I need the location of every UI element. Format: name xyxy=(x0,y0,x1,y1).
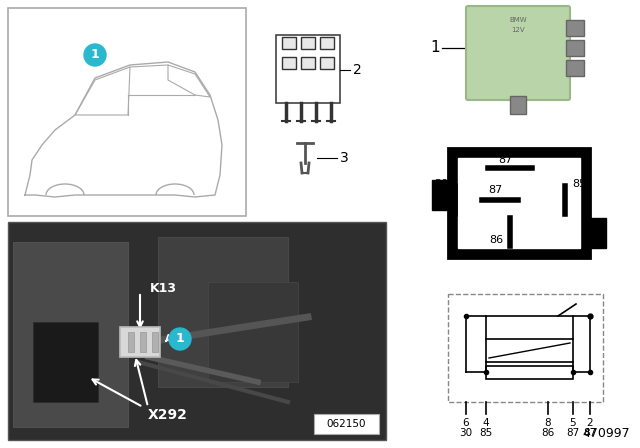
Text: 6: 6 xyxy=(463,418,469,428)
Bar xyxy=(314,414,379,434)
Text: 87: 87 xyxy=(584,428,596,438)
Bar xyxy=(320,57,334,69)
Text: 30: 30 xyxy=(434,179,448,189)
Bar xyxy=(486,339,573,362)
Bar xyxy=(128,332,134,352)
Text: 8: 8 xyxy=(545,418,551,428)
Text: 5: 5 xyxy=(570,418,576,428)
Text: K13: K13 xyxy=(150,283,177,296)
Bar xyxy=(208,282,298,382)
Bar xyxy=(566,60,584,76)
Text: 2: 2 xyxy=(587,418,593,428)
Text: 12V: 12V xyxy=(511,27,525,33)
Text: 85: 85 xyxy=(479,428,493,438)
Bar xyxy=(510,96,526,114)
Bar xyxy=(8,8,246,216)
Text: 1: 1 xyxy=(430,40,440,56)
Bar xyxy=(33,322,98,402)
Text: 062150: 062150 xyxy=(326,419,365,429)
Bar xyxy=(276,35,340,103)
Text: 2: 2 xyxy=(353,63,362,77)
Bar xyxy=(301,57,315,69)
Circle shape xyxy=(169,328,191,350)
Bar xyxy=(566,40,584,56)
FancyBboxPatch shape xyxy=(466,6,570,100)
Circle shape xyxy=(84,44,106,66)
Bar xyxy=(120,327,160,357)
Bar xyxy=(590,218,606,248)
Bar xyxy=(486,366,573,379)
Bar xyxy=(8,222,386,440)
Text: 1: 1 xyxy=(175,332,184,345)
Bar xyxy=(140,332,146,352)
Bar xyxy=(448,294,603,402)
Text: 87: 87 xyxy=(566,428,580,438)
Text: 3: 3 xyxy=(340,151,349,165)
Bar xyxy=(566,20,584,36)
Text: 85: 85 xyxy=(572,179,586,189)
Text: 87: 87 xyxy=(488,185,502,195)
Text: 86: 86 xyxy=(489,235,503,245)
Bar xyxy=(13,242,128,427)
Text: 1: 1 xyxy=(91,48,99,61)
Bar xyxy=(320,37,334,49)
Bar xyxy=(448,148,590,258)
Bar xyxy=(282,37,296,49)
Text: 470997: 470997 xyxy=(582,427,630,440)
Bar xyxy=(282,57,296,69)
Text: 30: 30 xyxy=(460,428,472,438)
Text: 4: 4 xyxy=(483,418,490,428)
Text: BMW: BMW xyxy=(509,17,527,23)
Bar xyxy=(301,37,315,49)
Text: 86: 86 xyxy=(541,428,555,438)
Bar xyxy=(432,180,448,210)
Bar xyxy=(152,332,158,352)
Text: X292: X292 xyxy=(148,408,188,422)
Bar xyxy=(158,237,288,387)
Bar xyxy=(458,158,580,248)
Text: 87: 87 xyxy=(498,155,512,165)
